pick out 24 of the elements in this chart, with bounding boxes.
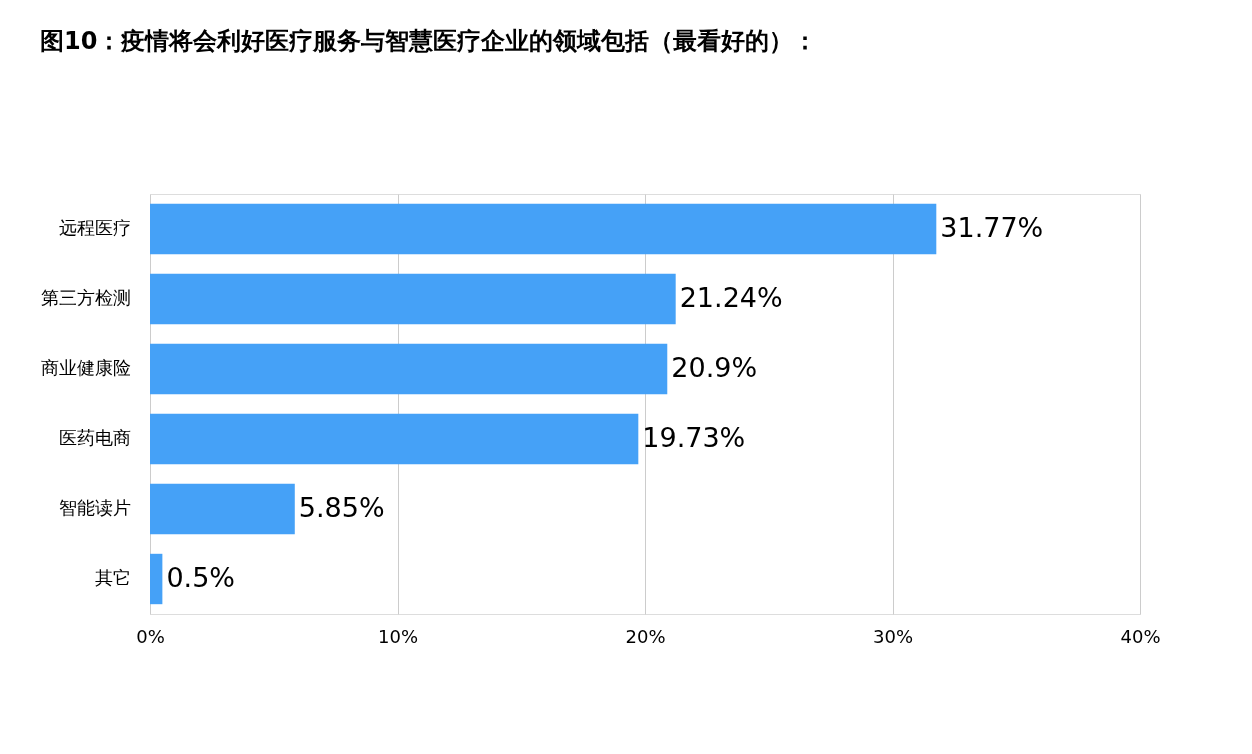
- data-label: 21.24%: [679, 282, 783, 313]
- x-tick-label: 10%: [377, 625, 419, 647]
- x-tick-label: 20%: [625, 625, 666, 647]
- bar: [150, 413, 639, 465]
- chart-title: 图10：疫情将会利好医疗服务与智慧医疗企业的领域包括（最看好的）：: [40, 27, 818, 55]
- x-tick-label: 0%: [136, 625, 165, 647]
- data-label: 20.9%: [671, 352, 758, 383]
- bar: [150, 273, 676, 325]
- bar: [150, 483, 295, 535]
- y-tick-label: 智能读片: [58, 497, 131, 518]
- y-tick-label: 商业健康险: [40, 357, 131, 378]
- bar: [150, 553, 163, 605]
- bar: [150, 203, 937, 255]
- data-label: 5.85%: [298, 492, 385, 523]
- bar: [150, 343, 668, 395]
- data-label: 0.5%: [166, 562, 235, 593]
- y-tick-label: 其它: [94, 567, 131, 588]
- x-tick-label: 30%: [872, 625, 914, 647]
- data-label: 19.73%: [642, 422, 746, 453]
- y-tick-label: 远程医疗: [58, 217, 131, 238]
- data-label: 31.77%: [940, 212, 1044, 243]
- y-tick-label: 医药电商: [58, 427, 131, 448]
- y-tick-label: 第三方检测: [40, 287, 131, 308]
- x-tick-label: 40%: [1120, 625, 1161, 647]
